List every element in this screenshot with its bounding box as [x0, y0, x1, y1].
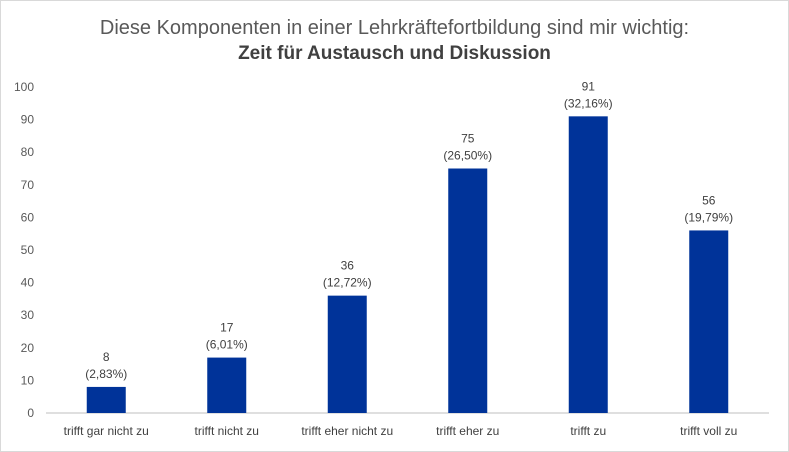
x-category-label: trifft voll zu	[680, 424, 737, 438]
y-tick-label: 10	[21, 373, 35, 387]
data-label-percent: (19,79%)	[684, 210, 733, 224]
data-label-percent: (6,01%)	[206, 338, 248, 352]
bar	[207, 357, 247, 413]
bar	[568, 116, 608, 413]
chart-subtitle: Zeit für Austausch und Diskussion	[238, 43, 551, 64]
chart-title: Diese Komponenten in einer Lehrkräftefor…	[99, 17, 690, 39]
data-label-value: 91	[582, 79, 596, 93]
bar	[448, 168, 488, 413]
data-label-percent: (26,50%)	[443, 149, 492, 163]
x-category-label: trifft nicht zu	[195, 424, 259, 438]
y-tick-label: 0	[27, 406, 34, 420]
x-category-label: trifft eher nicht zu	[301, 424, 393, 438]
data-label-percent: (2,83%)	[85, 367, 127, 381]
data-label-value: 36	[341, 259, 355, 273]
x-category-label: trifft zu	[570, 424, 606, 438]
bar	[86, 386, 126, 413]
data-label-percent: (32,16%)	[564, 96, 613, 110]
data-label-percent: (12,72%)	[323, 276, 372, 290]
x-category-label: trifft eher zu	[436, 424, 499, 438]
bar	[689, 230, 729, 413]
data-label-value: 17	[220, 321, 234, 335]
y-tick-label: 40	[21, 276, 35, 290]
x-category-label: trifft gar nicht zu	[64, 424, 149, 438]
data-label-value: 75	[461, 132, 475, 146]
y-tick-label: 50	[21, 243, 35, 257]
data-label-value: 56	[702, 193, 716, 207]
data-label-value: 8	[103, 350, 110, 364]
bar	[327, 295, 367, 413]
y-tick-label: 30	[21, 308, 35, 322]
y-tick-label: 60	[21, 210, 35, 224]
y-tick-label: 20	[21, 341, 35, 355]
y-tick-label: 100	[14, 80, 34, 94]
y-tick-label: 70	[21, 178, 35, 192]
y-tick-label: 90	[21, 113, 35, 127]
y-tick-label: 80	[21, 145, 35, 159]
